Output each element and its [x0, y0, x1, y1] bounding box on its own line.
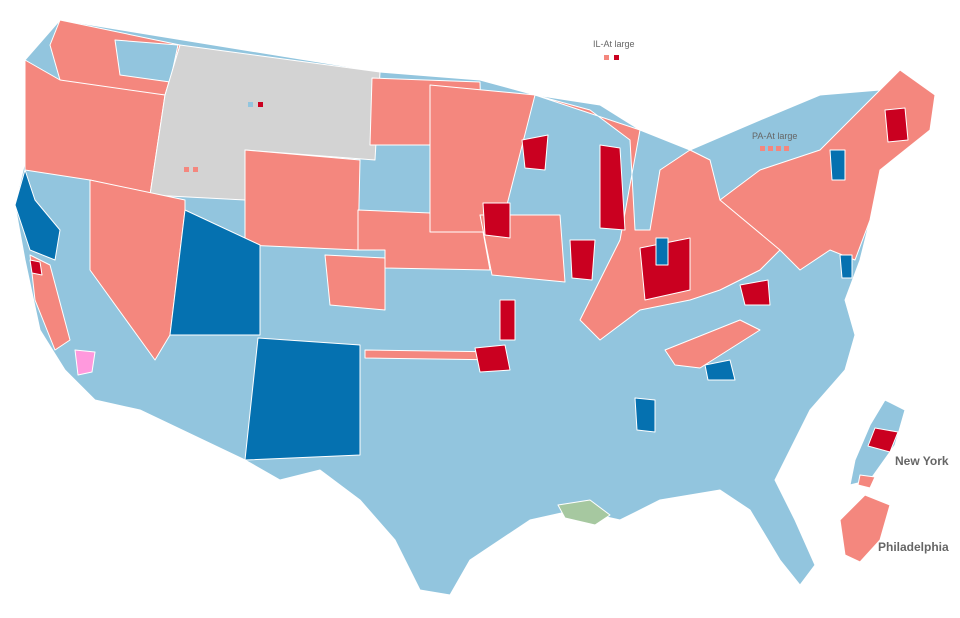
legend-swatch [184, 167, 189, 172]
map-regions [14, 19, 936, 596]
region [244, 149, 361, 251]
region [474, 344, 511, 373]
legend-swatch [614, 55, 619, 60]
legend-swatch [768, 146, 773, 151]
region [569, 239, 596, 281]
region [14, 169, 61, 261]
inset-philadelphia: Philadelphia [839, 494, 949, 563]
region [29, 254, 71, 351]
region [114, 39, 179, 83]
region [664, 319, 761, 369]
region [169, 209, 261, 336]
region [482, 202, 511, 239]
region [29, 259, 43, 276]
region [639, 237, 691, 301]
region [655, 237, 669, 266]
region [839, 494, 891, 563]
region [719, 69, 936, 271]
region [244, 337, 361, 461]
inset-label: Philadelphia [878, 540, 949, 554]
region [739, 279, 771, 306]
region [499, 299, 516, 341]
legend-swatch [784, 146, 789, 151]
legend-swatch [193, 167, 198, 172]
region [557, 499, 611, 526]
region [704, 359, 736, 381]
legend-swatch [760, 146, 765, 151]
region [74, 349, 96, 376]
inset-label: New York [895, 454, 949, 468]
region [857, 474, 876, 489]
legend-swatch [604, 55, 609, 60]
legend-swatch [248, 102, 253, 107]
region [599, 144, 626, 231]
annotation: IL-At large [593, 39, 635, 49]
annotation: PA-At large [752, 131, 797, 141]
inset-new-york: New York [849, 399, 949, 489]
region [884, 107, 909, 143]
legend-swatch [258, 102, 263, 107]
region [324, 254, 386, 311]
region [867, 427, 899, 453]
region [839, 254, 853, 279]
region [521, 134, 549, 171]
legend-swatch [776, 146, 781, 151]
region [634, 397, 656, 433]
region [829, 149, 846, 181]
at-large-legend: IL-At large PA-At large [184, 39, 797, 172]
